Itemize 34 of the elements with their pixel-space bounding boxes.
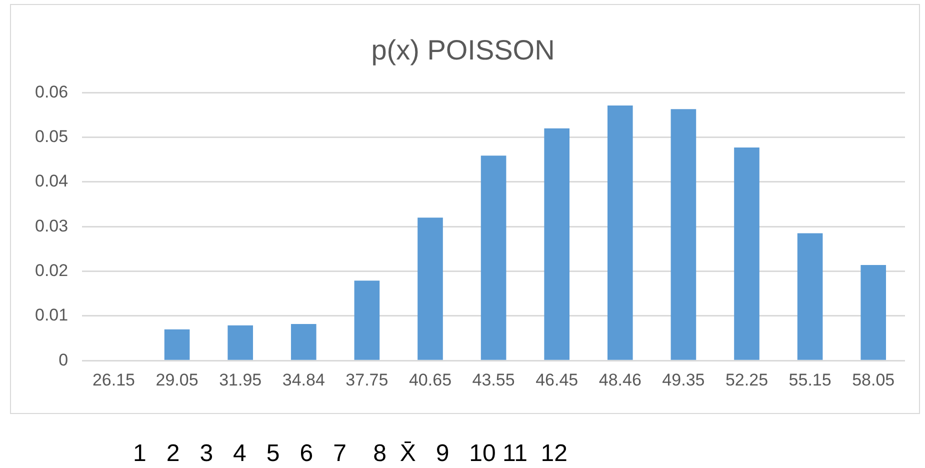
x-tick-label: 49.35 (662, 370, 705, 390)
bar (670, 109, 696, 360)
chart-title: p(x) POISSON (371, 34, 555, 66)
x-tick-label: 58.05 (852, 370, 895, 390)
bar (480, 156, 506, 360)
x-tick-label: 37.75 (346, 370, 388, 390)
x-tick-label: 31.95 (219, 370, 262, 390)
x-tick-label: 55.15 (788, 370, 832, 390)
x-tick-label: 29.05 (156, 370, 198, 390)
x-tick-label: 48.46 (598, 370, 642, 390)
bar (544, 128, 570, 360)
x-tick-label: 43.55 (472, 370, 515, 390)
text: 1 2 3 4 5 6 7 8 X̄ 9 10 11 12 (133, 440, 568, 468)
y-tick-label: 0 (58, 350, 68, 370)
bar (418, 218, 443, 360)
y-tick-label: 0.01 (34, 306, 68, 325)
bar (354, 280, 380, 360)
y-tick-label: 0.04 (34, 172, 68, 191)
x-tick-label: 26.15 (92, 370, 136, 390)
x-tick-label: 46.45 (536, 370, 578, 390)
bar (607, 106, 633, 360)
bar (797, 233, 823, 360)
y-tick-label: 0.02 (34, 260, 68, 280)
bar (734, 148, 760, 360)
bar (290, 324, 316, 360)
y-tick-label: 0.05 (34, 126, 68, 146)
bar (228, 325, 253, 360)
bar (164, 329, 190, 360)
x-tick-label: 40.65 (408, 370, 452, 390)
x-tick-label: 52.25 (725, 370, 768, 390)
x-tick-label: 34.84 (282, 370, 325, 390)
y-tick-label: 0.03 (34, 216, 68, 236)
bar (860, 265, 886, 360)
y-tick-label: 0.06 (34, 82, 68, 102)
